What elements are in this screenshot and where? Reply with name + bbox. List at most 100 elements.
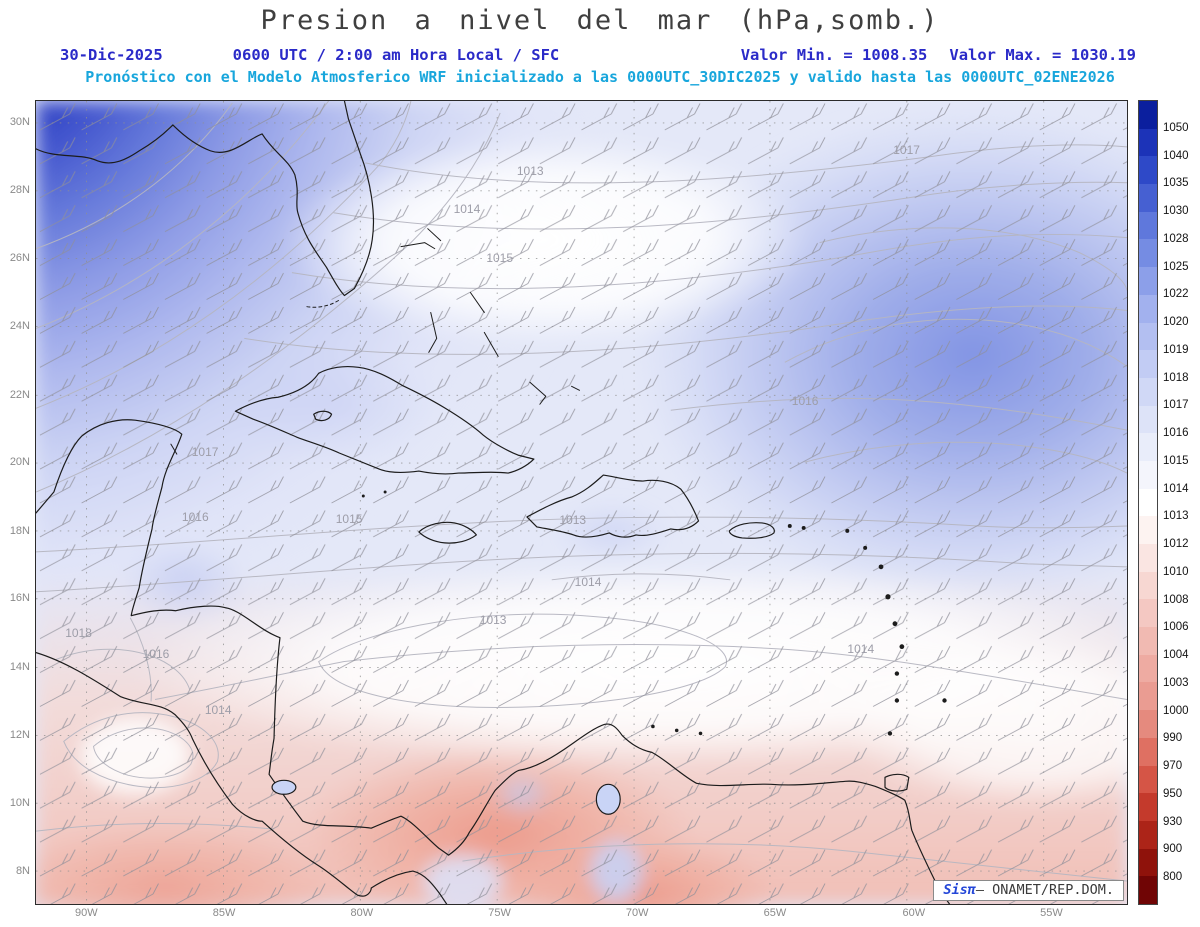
colorbar-label: 1010 [1163, 565, 1189, 578]
minmax-values: Valor Min. = 1008.35 Valor Max. = 1030.1… [741, 46, 1136, 64]
lat-axis-label: 14N [9, 660, 30, 673]
lon-axis-label: 65W [763, 907, 787, 919]
colorbar-cell [1139, 488, 1157, 517]
lat-axis-label: 30N [9, 115, 30, 128]
colorbar-label: 1004 [1163, 649, 1189, 662]
attribution-text: – ONAMET/REP.DOM. [975, 882, 1114, 898]
colorbar-cell [1139, 793, 1157, 821]
colorbar-label: 1012 [1163, 538, 1189, 551]
attribution-brand: Sisπ [943, 882, 976, 898]
coast-isle-of-youth [313, 410, 333, 422]
colorbar-label: 1013 [1163, 510, 1189, 523]
contour-label: 1014 [574, 574, 602, 589]
model-info-line: Pronóstico con el Modelo Atmosferico WRF… [85, 68, 1115, 86]
colorbar-cell [1139, 322, 1157, 351]
colorbar-cell [1139, 599, 1157, 628]
colorbar-label: 950 [1163, 787, 1183, 800]
lake-maracaibo [595, 783, 621, 815]
coast-cuba [234, 365, 535, 475]
coast-puerto-rico [728, 522, 775, 539]
colorbar-cell [1139, 544, 1157, 572]
colorbar-label: 1014 [1163, 482, 1189, 495]
forecast-time: 0600 UTC / 2:00 am Hora Local / SFC [232, 46, 560, 64]
lat-axis-label: 26N [9, 251, 30, 264]
colorbar-label: 930 [1163, 815, 1183, 828]
lon-axis: 90W 85W 80W 75W 70W 65W 60W 55W [35, 907, 1128, 923]
colorbar-cell [1139, 765, 1157, 794]
colorbar-label: 1016 [1163, 427, 1189, 440]
contour-label: 1015 [486, 251, 514, 266]
colorbar-label: 990 [1163, 732, 1183, 745]
colorbar-label: 1008 [1163, 593, 1189, 606]
lat-axis-label: 24N [9, 320, 30, 333]
colorbar-cell [1139, 405, 1157, 434]
wind-barbs-layer [36, 101, 1127, 904]
colorbar-cell [1139, 128, 1157, 157]
colorbar-label: 1019 [1163, 343, 1189, 356]
lat-axis-label: 16N [9, 592, 30, 605]
contour-label: 1013 [516, 163, 544, 178]
colorbar-cell [1139, 627, 1157, 655]
coast-florida-keys [305, 300, 340, 308]
colorbar-label: 1050 [1163, 121, 1189, 134]
colorbar-label: 1020 [1163, 316, 1189, 329]
min-value: Valor Min. = 1008.35 [740, 46, 928, 64]
colorbar-label: 1006 [1163, 621, 1189, 634]
colorbar [1138, 100, 1158, 905]
colorbar-cell [1139, 737, 1157, 766]
lon-axis-label: 90W [75, 907, 98, 919]
pressure-map: 1013 1014 1015 1017 1016 1017 1016 1015 … [35, 100, 1128, 905]
colorbar-label: 800 [1163, 871, 1183, 884]
colorbar-label: 1017 [1163, 399, 1189, 412]
colorbar-label: 1015 [1163, 454, 1189, 467]
colorbar-cell [1139, 654, 1157, 683]
coast-jamaica [418, 521, 477, 544]
colorbar-cell [1139, 211, 1157, 240]
lon-axis-label: 85W [212, 907, 236, 919]
page-title: Presion a nivel del mar (hPa,somb.) [260, 5, 940, 36]
colorbar-cell [1139, 377, 1157, 406]
contour-label: 1014 [453, 202, 481, 217]
small-islands [361, 490, 947, 736]
coast-hispaniola [526, 474, 700, 538]
colorbar-label: 1022 [1163, 288, 1189, 301]
lat-axis-label: 20N [9, 456, 30, 469]
contour-label: 1016 [181, 509, 209, 524]
lat-axis: 30N 28N 26N 24N 22N 20N 18N 16N 14N 12N … [0, 100, 33, 905]
contour-label: 1018 [65, 626, 92, 641]
coastlines [36, 101, 951, 904]
contour-label: 1013 [559, 513, 587, 528]
colorbar-cell [1139, 571, 1157, 600]
colorbar-label: 970 [1163, 760, 1183, 773]
colorbar-labels: 1050 1040 1035 1030 1028 1025 1022 1020 … [1163, 100, 1199, 905]
lat-axis-label: 28N [9, 184, 30, 197]
lat-axis-label: 10N [9, 796, 30, 809]
colorbar-cell [1139, 876, 1157, 904]
map-canvas [36, 101, 1127, 904]
lon-axis-label: 55W [1040, 907, 1063, 919]
lon-axis-label: 60W [902, 907, 926, 919]
lat-axis-label: 12N [9, 729, 30, 742]
colorbar-label: 1018 [1163, 371, 1189, 384]
lat-axis-label: 18N [9, 524, 30, 537]
colorbar-cell [1139, 460, 1157, 489]
colorbar-cell [1139, 710, 1157, 738]
colorbar-cell [1139, 294, 1157, 323]
lat-axis-label: 8N [15, 865, 30, 878]
colorbar-label: 1000 [1163, 704, 1189, 717]
contour-label: 1015 [335, 511, 363, 526]
coast-trinidad [884, 773, 910, 792]
forecast-meta-line: 30-Dic-2025 0600 UTC / 2:00 am Hora Loca… [0, 46, 1200, 64]
colorbar-label: 1025 [1163, 260, 1189, 273]
contour-labels-layer: 1013 1014 1015 1017 1016 1017 1016 1015 … [36, 101, 1127, 904]
colorbar-label: 1003 [1163, 676, 1189, 689]
coast-bahamas [170, 228, 581, 455]
colorbar-cell [1139, 433, 1157, 461]
contour-label: 1016 [791, 393, 819, 408]
colorbar-cell [1139, 239, 1157, 268]
contour-label: 1013 [479, 612, 507, 627]
forecast-date: 30-Dic-2025 [60, 46, 163, 64]
lat-axis-label: 22N [9, 388, 30, 401]
contour-label: 1016 [142, 647, 170, 662]
lon-axis-label: 75W [488, 907, 511, 919]
